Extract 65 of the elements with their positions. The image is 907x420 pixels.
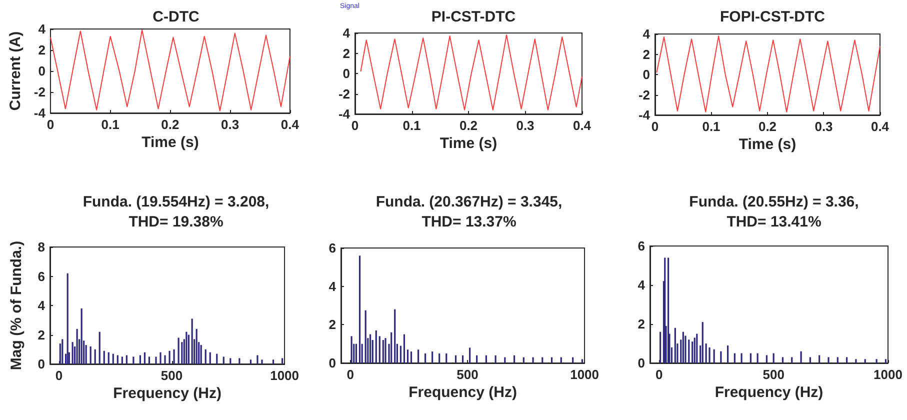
y-tick-label: 0 [38,356,45,372]
chart-title: C-DTC [152,8,200,26]
x-tick-label: 0.3 [516,118,534,133]
x-axis-title: Frequency (Hz) [714,384,824,401]
x-tick-label: 1000 [570,367,599,382]
y-tick-label: 0 [342,66,350,81]
y-tick-label: -4 [338,106,351,122]
y-axis-title: Mag (% of Funda.) [8,240,25,370]
y-tick-label: 2 [642,46,650,62]
x-tick-label: 0.2 [161,117,180,132]
y-tick-label: -2 [638,87,650,102]
chart-title: Funda. (20.55Hz) = 3.36, THD= 13.41% [689,194,859,230]
y-tick-label: 2 [38,42,46,58]
x-axis-title: Time (s) [738,136,796,153]
y-tick-label: 4 [38,22,46,36]
x-tick-label: 0 [656,367,663,382]
y-tick-label: 0 [328,356,336,370]
y-tick-label: 6 [638,238,645,254]
chart-title: FOPI-CST-DTC [720,8,826,26]
x-axis-title: Frequency (Hz) [408,384,517,401]
y-tick-label: -4 [34,106,46,120]
y-tick-label: 6 [328,240,336,256]
x-axis-title: Time (s) [142,134,199,151]
line-series [360,34,582,110]
y-tick-label: 0 [642,67,650,82]
y-tick-label: 8 [38,240,45,254]
line-series [50,30,290,112]
x-tick-label: 500 [456,367,478,382]
y-tick-label: 2 [38,327,45,342]
y-tick-label: 0 [38,64,46,78]
x-tick-label: 1000 [874,367,902,382]
x-axis-title: Frequency (Hz) [113,385,222,402]
x-tick-label: 0.1 [402,118,421,133]
chart-title: Funda. (20.367Hz) = 3.345, THD= 13.37% [376,194,562,230]
line-series [656,36,880,112]
y-tick-label: 2 [328,317,336,332]
x-tick-label: 0.4 [870,119,890,134]
x-tick-label: 500 [762,367,784,382]
y-tick-label: -2 [338,86,350,102]
x-tick-label: 500 [160,368,183,383]
x-tick-label: 0.4 [572,118,592,133]
y-tick-label: 2 [342,46,350,61]
y-tick-label: 2 [638,316,645,332]
y-tick-label: -2 [34,84,46,100]
y-tick-label: 4 [642,26,651,42]
y-tick-label: -4 [638,108,651,122]
x-tick-label: 0.1 [101,117,120,132]
y-axis-title: Current (A) [7,31,24,111]
y-tick-label: 4 [38,298,46,313]
y-tick-label: 4 [342,26,351,40]
chart-title: PI-CST-DTC [431,8,516,26]
y-tick-label: 6 [38,268,45,284]
y-tick-label: 4 [638,278,646,292]
x-tick-label: 1000 [270,368,299,383]
x-tick-label: 0.1 [702,119,720,134]
x-tick-label: 0.2 [758,119,777,134]
x-axis-title: Time (s) [440,135,498,152]
y-tick-label: 0 [638,356,645,370]
x-tick-label: 0.3 [814,119,833,134]
x-tick-label: 0 [55,368,63,383]
x-tick-label: 0.2 [459,118,478,133]
y-tick-label: 4 [328,278,337,294]
chart-title: Funda. (19.554Hz) = 3.208, THD= 19.38% [82,194,270,230]
x-tick-label: 0.4 [280,117,300,132]
x-tick-label: 0.3 [221,117,240,132]
